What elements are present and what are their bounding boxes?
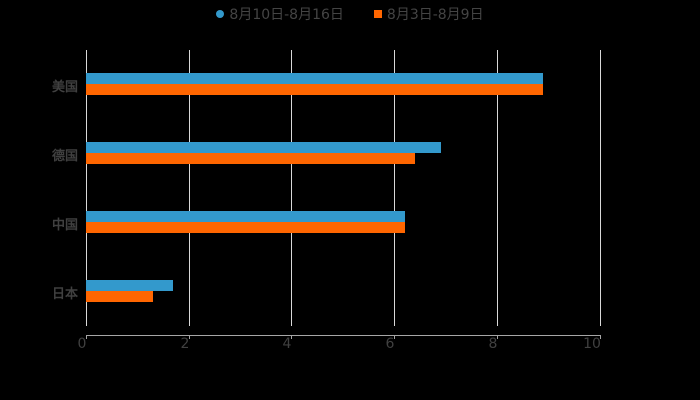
legend-swatch-blue-icon: [216, 10, 225, 18]
x-axis-tick: [394, 335, 395, 339]
bar-blue[interactable]: [86, 142, 441, 153]
legend-label: 8月3日-8月9日: [386, 7, 484, 23]
x-tick-label: 0: [77, 336, 87, 352]
x-axis-tick: [291, 335, 292, 339]
x-axis-tick: [86, 335, 87, 339]
category-label-germany: 德国: [51, 149, 78, 164]
x-axis-tick: [497, 335, 498, 339]
category-label-japan: 日本: [51, 287, 78, 302]
category-label-china: 中国: [51, 218, 78, 233]
gridline: [86, 50, 87, 326]
x-tick-label: 6: [385, 336, 395, 352]
x-axis-tick: [600, 335, 601, 339]
x-axis-tick: [189, 335, 190, 339]
legend-item-series-2[interactable]: 8月3日-8月9日: [373, 4, 484, 24]
gridline: [189, 50, 190, 326]
bar-blue[interactable]: [86, 211, 405, 222]
bar-blue[interactable]: [86, 73, 543, 84]
legend-item-series-1[interactable]: 8月10日-8月16日: [216, 4, 344, 24]
bar-orange[interactable]: [86, 84, 543, 95]
legend-label: 8月10日-8月16日: [229, 7, 344, 23]
bar-orange[interactable]: [86, 291, 153, 302]
bar-orange[interactable]: [86, 153, 415, 164]
x-tick-label: 4: [282, 336, 292, 352]
gridline: [600, 50, 601, 326]
x-tick-label: 2: [180, 336, 190, 352]
bar-blue[interactable]: [86, 280, 173, 291]
gridline: [497, 50, 498, 326]
category-label-usa: 美国: [51, 80, 78, 95]
x-tick-label: 8: [488, 336, 498, 352]
legend-swatch-orange-icon: [373, 10, 382, 18]
gridline: [291, 50, 292, 326]
bar-orange[interactable]: [86, 222, 405, 233]
plot-area: [86, 50, 601, 326]
x-axis-line: [86, 335, 601, 336]
chart-legend: 8月10日-8月16日 8月3日-8月9日: [0, 4, 700, 24]
gridline: [394, 50, 395, 326]
x-tick-label: 10: [583, 336, 601, 352]
